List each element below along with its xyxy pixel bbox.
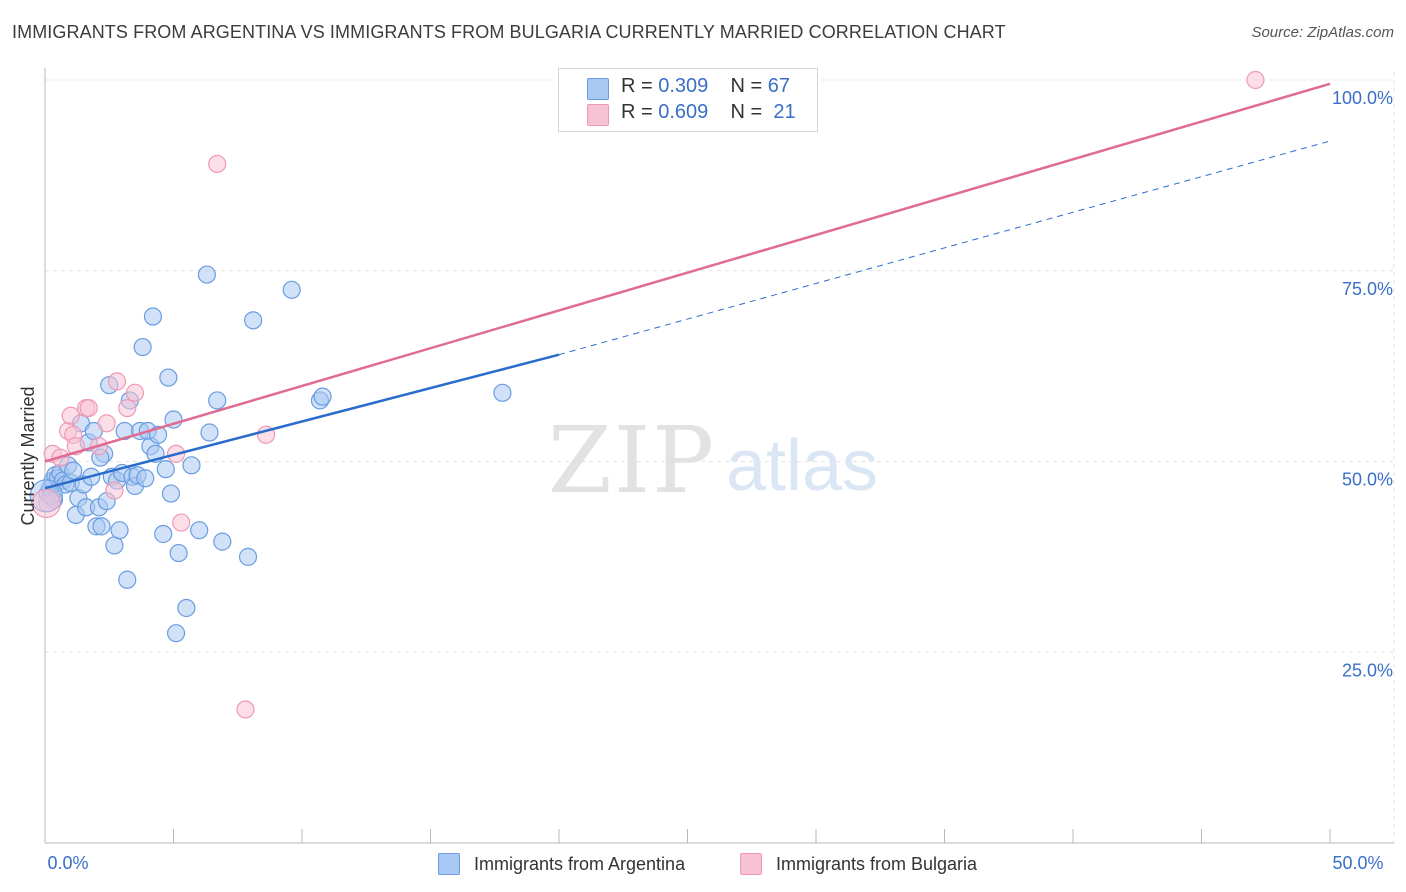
argentina-point — [105, 536, 124, 555]
argentina-point — [493, 383, 512, 402]
axes-layer — [44, 68, 1394, 844]
argentina-point — [208, 391, 227, 410]
argentina-point — [154, 524, 173, 544]
bulgaria-swatch — [587, 104, 609, 126]
bottom-argentina-swatch — [438, 853, 460, 875]
argentina-point — [182, 456, 201, 475]
argentina-point — [92, 517, 111, 536]
argentina-swatch — [587, 78, 609, 100]
bottom-legend-argentina: Immigrants from Argentina — [438, 852, 685, 876]
bulgaria-point — [208, 154, 227, 174]
argentina-point — [161, 484, 181, 503]
x-tick-label-start: 0.0% — [47, 853, 88, 873]
argentina-point — [166, 624, 186, 643]
argentina-r-value: 0.309 — [658, 75, 709, 97]
bulgaria-point — [31, 488, 61, 519]
bulgaria-point — [236, 700, 255, 719]
source-label: Source: ZipAtlas.com — [1251, 24, 1394, 41]
y-tick-label: 50.0% — [1342, 470, 1393, 490]
argentina-trend-extension — [558, 140, 1331, 356]
argentina-point — [197, 265, 217, 284]
watermark: ZIP atlas — [548, 407, 878, 514]
bottom-legend-bulgaria: Immigrants from Bulgaria — [740, 852, 977, 876]
argentina-point — [118, 570, 137, 589]
watermark-zip: ZIP — [548, 407, 716, 514]
argentina-point — [213, 532, 232, 551]
argentina-point — [200, 423, 219, 442]
bulgaria-point — [107, 372, 127, 391]
bulgaria-r-label: R = — [621, 101, 653, 123]
argentina-point — [244, 311, 263, 330]
watermark-atlas: atlas — [726, 426, 878, 506]
argentina-n-value: 67 — [767, 75, 791, 97]
bulgaria-n-value: 21 — [773, 101, 796, 123]
argentina-n-label: N = — [730, 75, 763, 97]
bulgaria-point — [172, 513, 191, 532]
argentina-point — [282, 280, 301, 299]
bulgaria-n-label: N = — [730, 101, 763, 123]
argentina-point — [238, 547, 258, 566]
bulgaria-trend-line — [44, 82, 1331, 463]
bulgaria-point — [61, 406, 80, 425]
argentina-point — [110, 521, 129, 540]
grid-layer — [45, 72, 1395, 843]
labels-layer: 25.0% 50.0% 75.0% 100.0% 0.0% 50.0% Currently … — [18, 88, 1393, 873]
bottom-bulgaria-label: Immigrants from Bulgaria — [776, 853, 978, 874]
argentina-point — [190, 521, 209, 540]
y-tick-label: 100.0% — [1332, 88, 1393, 108]
bulgaria-point — [1246, 70, 1265, 90]
bulgaria-point — [79, 398, 98, 418]
bulgaria-point — [97, 414, 116, 433]
bottom-bulgaria-swatch — [740, 853, 762, 875]
bulgaria-point — [125, 383, 145, 402]
argentina-point — [169, 543, 188, 563]
bottom-argentina-label: Immigrants from Argentina — [474, 853, 686, 874]
x-tick-label-end: 50.0% — [1332, 853, 1383, 873]
bulgaria-r-value: 0.609 — [658, 101, 709, 123]
correlation-legend: R = 0.309 N = 67 R = 0.609 N = 21 — [558, 68, 818, 132]
argentina-r-label: R = — [621, 75, 653, 97]
points-layer — [29, 70, 1265, 719]
trend-layer — [44, 82, 1331, 490]
argentina-point — [177, 598, 196, 618]
bulgaria-point — [105, 481, 124, 500]
y-tick-label: 75.0% — [1342, 279, 1393, 299]
argentina-point — [156, 460, 175, 479]
bulgaria-point — [118, 398, 137, 418]
argentina-point — [143, 307, 163, 326]
argentina-point — [159, 368, 178, 387]
chart-title: IMMIGRANTS FROM ARGENTINA VS IMMIGRANTS … — [12, 22, 1006, 42]
argentina-point — [133, 337, 152, 357]
argentina-point — [64, 461, 83, 480]
y-tick-label: 25.0% — [1342, 660, 1393, 680]
argentina-point — [136, 469, 155, 488]
argentina-trend-line — [44, 353, 560, 490]
y-axis-title: Currently Married — [18, 386, 38, 525]
argentina-point — [313, 387, 332, 406]
